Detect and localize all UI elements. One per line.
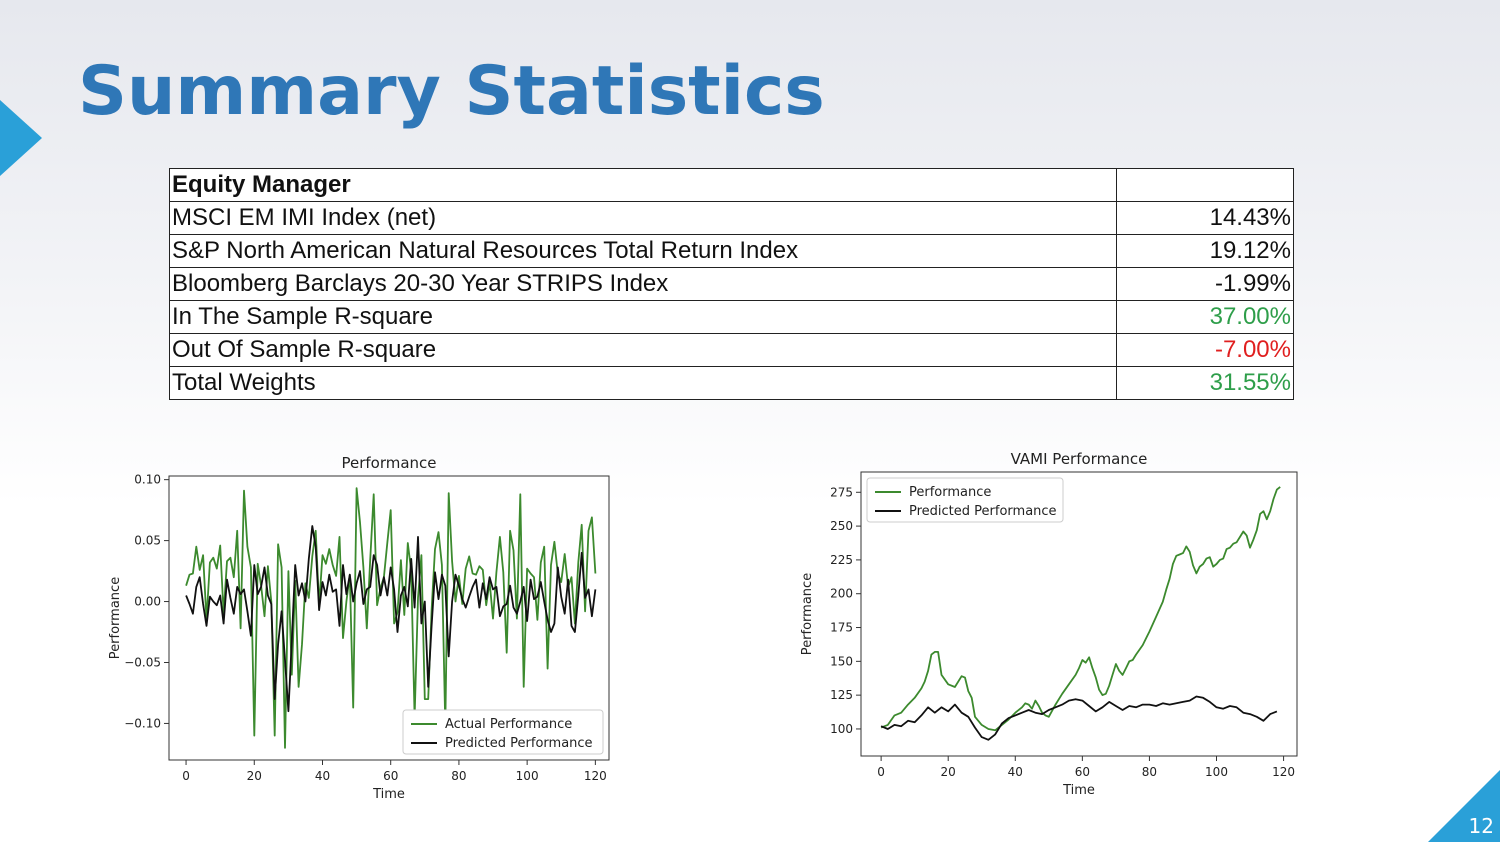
- legend-box: [866, 477, 1064, 523]
- table-header-label: Equity Manager: [169, 168, 1117, 202]
- table-header-value: [1116, 168, 1294, 202]
- x-axis-label: Time: [1062, 783, 1095, 798]
- decorative-arrow: [0, 100, 42, 176]
- y-tick-label: 200: [830, 587, 853, 601]
- x-tick-label: 120: [1272, 765, 1295, 779]
- table-row: Total Weights 31.55%: [169, 366, 1294, 400]
- y-tick-label: −0.05: [124, 655, 161, 669]
- y-tick-label: −0.10: [124, 716, 161, 730]
- legend-label: Predicted Performance: [445, 736, 593, 751]
- x-tick-label: 60: [383, 769, 398, 783]
- x-tick-label: 100: [1205, 765, 1228, 779]
- y-tick-label: 100: [830, 722, 853, 736]
- row-value: -1.99%: [1116, 267, 1294, 301]
- y-tick-label: 275: [830, 485, 853, 499]
- summary-table: Equity Manager MSCI EM IMI Index (net) 14…: [169, 168, 1294, 400]
- series-line-second: [880, 695, 1278, 741]
- legend-label: Performance: [909, 485, 991, 500]
- y-tick-label: 150: [830, 654, 853, 668]
- performance-chart: Performance 0 20 40 60 80 100 120 −0.10 −0.05 0.00…: [108, 454, 610, 802]
- corner-decoration: [1428, 770, 1500, 842]
- x-tick-label: 40: [1008, 765, 1023, 779]
- row-label: S&P North American Natural Resources Tot…: [169, 234, 1117, 268]
- table-row: MSCI EM IMI Index (net) 14.43%: [169, 201, 1294, 235]
- legend: Actual Performance Predicted Performance: [402, 709, 604, 755]
- table-row: Out Of Sample R-square -7.00%: [169, 333, 1294, 367]
- x-tick-label: 0: [877, 765, 885, 779]
- series-line-second: [185, 525, 597, 713]
- legend: Performance Predicted Performance: [866, 477, 1064, 523]
- chart-title: Performance: [341, 454, 436, 472]
- x-tick-label: 0: [182, 769, 190, 783]
- legend-label: Actual Performance: [445, 717, 572, 732]
- x-tick-label: 80: [451, 769, 466, 783]
- table-header-row: Equity Manager: [169, 168, 1294, 202]
- x-tick-label: 20: [247, 769, 262, 783]
- vami-performance-chart: VAMI Performance 0 20 40 60 80 100 120 100 125 150…: [800, 450, 1298, 798]
- page-title: Summary Statistics: [78, 52, 825, 131]
- row-label: In The Sample R-square: [169, 300, 1117, 334]
- row-label: MSCI EM IMI Index (net): [169, 201, 1117, 235]
- row-label: Out Of Sample R-square: [169, 333, 1117, 367]
- x-tick-label: 100: [516, 769, 539, 783]
- x-tick-label: 120: [584, 769, 607, 783]
- x-tick-label: 20: [941, 765, 956, 779]
- x-tick-label: 80: [1142, 765, 1157, 779]
- page-number: 12: [1468, 814, 1494, 838]
- y-tick-label: 175: [830, 621, 853, 635]
- y-tick-label: 225: [830, 553, 853, 567]
- y-tick-label: 250: [830, 519, 853, 533]
- x-tick-label: 40: [315, 769, 330, 783]
- table-row: Bloomberg Barclays 20-30 Year STRIPS Ind…: [169, 267, 1294, 301]
- y-axis-label: Performance: [108, 577, 123, 659]
- row-value: 37.00%: [1116, 300, 1294, 334]
- chart-title: VAMI Performance: [1011, 450, 1148, 468]
- x-tick-label: 60: [1075, 765, 1090, 779]
- row-value: 31.55%: [1116, 366, 1294, 400]
- legend-box: [402, 709, 604, 755]
- row-label: Total Weights: [169, 366, 1117, 400]
- series-line-first: [880, 486, 1281, 732]
- y-tick-label: 125: [830, 688, 853, 702]
- series-line-first: [185, 487, 597, 749]
- x-axis-label: Time: [372, 787, 405, 802]
- y-tick-label: 0.10: [134, 473, 161, 487]
- row-value: -7.00%: [1116, 333, 1294, 367]
- legend-label: Predicted Performance: [909, 504, 1057, 519]
- y-tick-label: 0.05: [134, 534, 161, 548]
- table-row: In The Sample R-square 37.00%: [169, 300, 1294, 334]
- row-label: Bloomberg Barclays 20-30 Year STRIPS Ind…: [169, 267, 1117, 301]
- table-row: S&P North American Natural Resources Tot…: [169, 234, 1294, 268]
- row-value: 14.43%: [1116, 201, 1294, 235]
- y-tick-label: 0.00: [134, 595, 161, 609]
- row-value: 19.12%: [1116, 234, 1294, 268]
- y-axis-label: Performance: [800, 573, 815, 655]
